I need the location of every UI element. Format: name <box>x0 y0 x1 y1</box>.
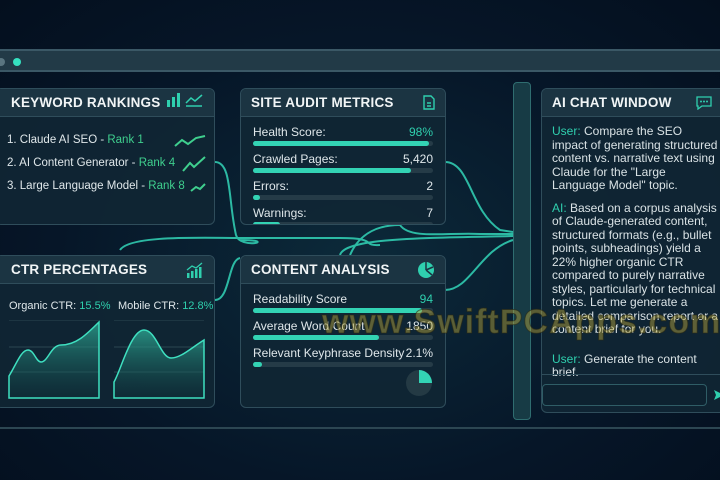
mobile-ctr-area <box>113 329 205 399</box>
progress-fill <box>253 195 261 200</box>
metric-row: Readability Score 94 <box>253 292 433 306</box>
panel-title: CONTENT ANALYSIS <box>251 262 390 277</box>
metric-value: 7 <box>426 206 433 220</box>
progress-fill <box>253 222 280 224</box>
metric-row: Crawled Pages: 5,420 <box>253 152 433 166</box>
chat-input[interactable] <box>542 384 707 406</box>
ctr-area-charts <box>8 320 205 399</box>
metric-value: 1850 <box>406 319 433 333</box>
metric-label: Health Score: <box>253 125 326 139</box>
window-control-active[interactable] <box>13 58 21 66</box>
pie-chart-icon <box>406 370 432 396</box>
keyword-rankings-panel: KEYWORD RANKINGS 1. Claude AI SEO - Rank… <box>0 88 215 225</box>
bar-chart-icon <box>166 93 204 112</box>
metric-progress-bar <box>253 362 433 367</box>
metric-row: Health Score: 98% <box>253 125 433 139</box>
metric-value: 94 <box>419 292 433 306</box>
trend-up-icon <box>174 134 206 147</box>
progress-fill <box>253 362 262 367</box>
metric-progress-bar <box>253 195 433 200</box>
panel-title: CTR PERCENTAGES <box>11 262 148 277</box>
progress-fill <box>253 308 423 313</box>
metric-value: 5,420 <box>402 152 433 166</box>
watermark: www.SwiftPCApps.com <box>321 303 720 342</box>
keyword-item: 2. AI Content Generator - Rank 4 <box>7 152 207 175</box>
metric-row: Average Word Count 1850 <box>253 319 433 333</box>
site-audit-panel: SITE AUDIT METRICS Health Score: 98% Crawl… <box>240 88 446 225</box>
metric-value: 2.1% <box>405 346 433 360</box>
pie-chart-icon <box>418 261 434 278</box>
panel-title: SITE AUDIT METRICS <box>251 95 394 110</box>
panel-title: AI CHAT WINDOW <box>552 95 672 110</box>
trend-up-icon <box>182 155 206 172</box>
chat-message: User: Compare the SEO impact of generati… <box>552 124 718 192</box>
mobile-ctr: Mobile CTR: 12.8% <box>118 300 214 312</box>
metric-label: Relevant Keyphrase Density <box>253 346 405 360</box>
metric-progress-bar <box>253 222 433 224</box>
metric-progress-bar <box>253 335 433 340</box>
chat-icon[interactable] <box>696 95 712 110</box>
keyword-item: 3. Large Language Model - Rank 8 <box>7 175 207 198</box>
content-analysis-panel: CONTENT ANALYSIS Readability Score 94 Aver… <box>240 255 446 408</box>
line-chart-icon <box>185 94 203 107</box>
bottom-divider <box>0 427 720 429</box>
window-titlebar <box>0 49 720 72</box>
document-icon <box>423 95 435 110</box>
progress-fill <box>253 168 412 173</box>
keyword-item: 1. Claude AI SEO - Rank 1 <box>7 129 207 152</box>
send-icon[interactable] <box>713 389 720 401</box>
metric-label: Readability Score <box>253 292 348 306</box>
metric-label: Crawled Pages: <box>253 152 338 166</box>
ai-chat-window: AI CHAT WINDOW User: Compare the SEO imp… <box>541 88 720 413</box>
metric-progress-bar <box>253 141 433 146</box>
metric-value: 98% <box>408 125 433 139</box>
growth-chart-icon <box>186 262 203 278</box>
window-control-inactive[interactable] <box>0 58 5 66</box>
metric-row: Errors: 2 <box>253 179 433 193</box>
metric-progress-bar <box>253 168 433 173</box>
organic-ctr-area <box>8 320 100 399</box>
progress-fill <box>253 141 430 146</box>
metric-value: 2 <box>426 179 433 193</box>
organic-ctr: Organic CTR: 15.5% <box>9 300 111 312</box>
metric-row: Relevant Keyphrase Density 2.1% <box>253 346 433 360</box>
metric-label: Errors: <box>253 179 289 193</box>
panel-title: KEYWORD RANKINGS <box>11 95 161 110</box>
metric-label: Warnings: <box>253 206 307 220</box>
metric-label: Average Word Count <box>253 319 365 333</box>
chat-message: User: Generate the content brief. <box>552 351 697 379</box>
metric-row: Warnings: 7 <box>253 206 433 220</box>
ctr-percentages-panel: CTR PERCENTAGES Organic CTR: 15.5% Mobil… <box>0 255 215 408</box>
trend-up-icon <box>190 182 206 192</box>
scrollbar[interactable] <box>513 82 531 420</box>
chat-message: AI: Based on a corpus analysis of Claude… <box>552 200 719 336</box>
metric-progress-bar <box>253 308 433 313</box>
progress-fill <box>253 335 379 340</box>
